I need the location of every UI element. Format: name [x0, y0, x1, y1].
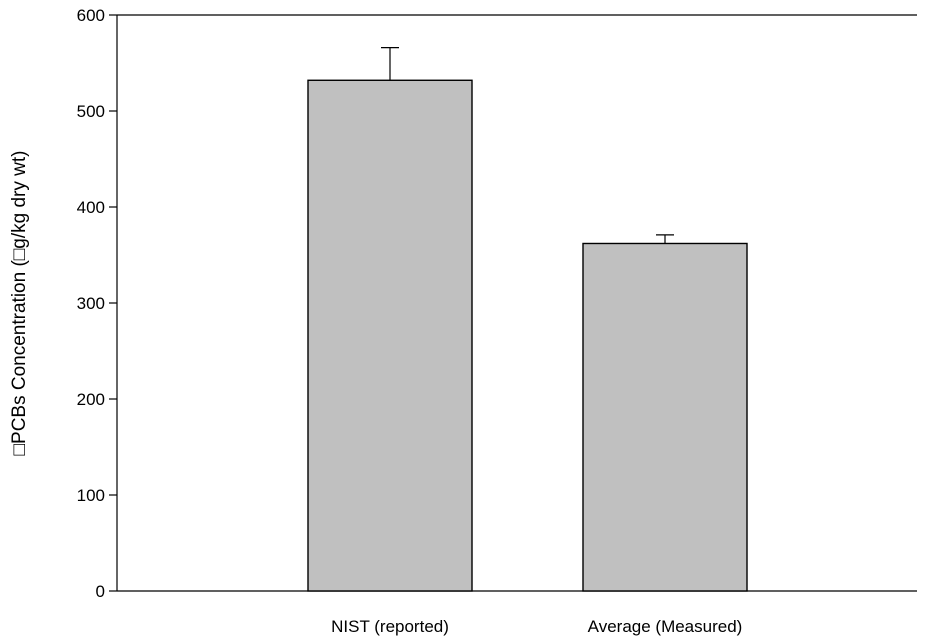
plot-frame	[116, 14, 917, 592]
y-tick-label: 100	[77, 486, 105, 505]
y-tick-label: 200	[77, 390, 105, 409]
bar-nist-reported	[307, 79, 473, 592]
x-category-label: Average (Measured)	[588, 617, 743, 636]
error-bars	[381, 47, 674, 244]
y-tick-label: 400	[77, 198, 105, 217]
y-tick-label: 600	[77, 6, 105, 25]
x-tick-labels: NIST (reported) Average (Measured)	[331, 617, 742, 636]
y-tick-label: 500	[77, 102, 105, 121]
y-axis-title: □PCBs Concentration (□g/kg dry wt)	[9, 151, 30, 456]
bar-average-measured	[582, 242, 748, 592]
y-tick-label: 300	[77, 294, 105, 313]
x-category-label: NIST (reported)	[331, 617, 449, 636]
bars	[307, 79, 748, 592]
y-tick-label: 0	[96, 582, 105, 601]
y-ticks: 0 100 200 300 400 500 600	[77, 6, 117, 601]
